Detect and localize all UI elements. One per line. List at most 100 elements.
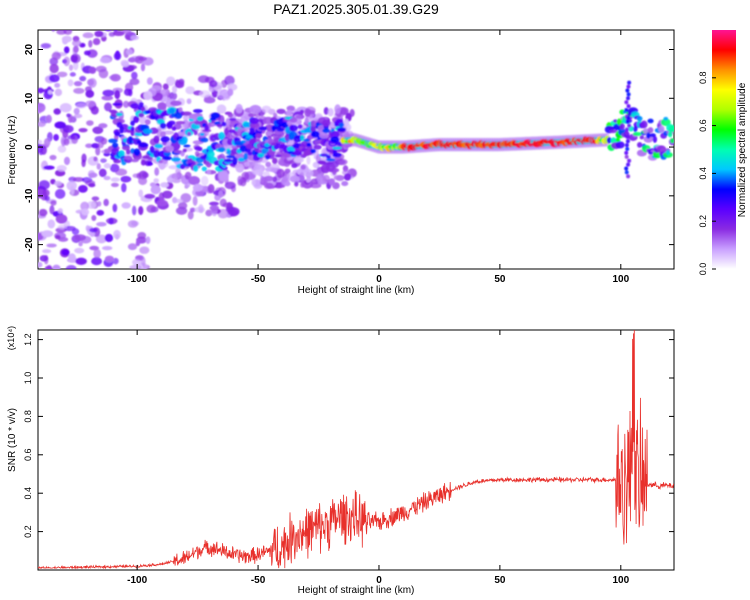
spectral-blob [57, 224, 68, 230]
spectral-blob [73, 87, 85, 94]
spectral-blob [88, 40, 93, 48]
x-tick-label: 100 [612, 575, 629, 586]
spectral-blob [170, 100, 182, 106]
x-tick-label: 50 [494, 575, 506, 586]
spectral-blob [132, 258, 142, 266]
spectral-blob [227, 88, 234, 97]
spectral-blob [104, 255, 115, 263]
spectral-blob [224, 181, 236, 190]
y-tick-label: 0.4 [23, 487, 33, 500]
ridge-blob [300, 134, 305, 142]
spectral-blob [141, 256, 146, 267]
spectral-blob [192, 195, 198, 206]
spectral-blob [38, 208, 48, 217]
spectrogram-image [38, 30, 674, 269]
spectral-blob [216, 89, 229, 100]
spike-blob [625, 147, 630, 152]
spectral-blob [70, 53, 81, 64]
spectral-blob [54, 121, 66, 129]
spectral-blob [173, 198, 184, 203]
spectral-blob [140, 63, 146, 72]
ridge-blob [142, 128, 153, 134]
spike-blob [627, 123, 632, 128]
colorbar: 0.0 0.2 0.4 0.6 0.8 Normalized spectral ampl… [698, 30, 748, 275]
spectral-blob [51, 51, 62, 61]
spike-blob [626, 162, 631, 167]
spectral-blob [224, 75, 235, 86]
spectral-blob [54, 82, 61, 88]
spectral-blob [62, 125, 74, 133]
spectral-blob [100, 158, 107, 163]
spectral-blob [286, 109, 293, 116]
spike-blob [627, 80, 632, 85]
spectral-blob [144, 193, 156, 199]
figure-title: PAZ1.2025.305.01.39.G29 [273, 1, 439, 17]
spectral-blob [235, 103, 243, 114]
spectral-blob [114, 89, 121, 100]
spectral-blob [39, 255, 49, 262]
ridge-blob [182, 111, 192, 116]
spectral-blob [300, 164, 306, 170]
spectral-blob [104, 233, 114, 243]
spike-blob [626, 84, 631, 89]
ridge-blob [271, 142, 277, 146]
spectral-blob [340, 107, 348, 116]
ridge-blob [300, 140, 309, 148]
spike-blob [625, 119, 630, 124]
spectral-blob [67, 135, 76, 140]
ridge-blob [274, 154, 282, 158]
spectral-blob [92, 126, 104, 134]
ridge-blob [336, 127, 347, 132]
ridge-blob [124, 156, 133, 160]
spectral-blob [138, 176, 148, 186]
spectral-blob [129, 78, 140, 86]
spectral-blob [247, 112, 256, 118]
ridge-blob [130, 158, 139, 163]
ridge-blob [193, 165, 199, 172]
spectral-blob [112, 257, 119, 265]
ridge-blob [297, 124, 303, 129]
spike-blob [624, 100, 629, 105]
ridge-blob [180, 150, 185, 157]
spectral-blob [79, 75, 87, 82]
ridge-blob [199, 132, 205, 136]
spectral-blob [138, 206, 144, 216]
spectral-blob [130, 35, 139, 41]
spectral-blob [197, 75, 210, 83]
ridge-blob [619, 109, 626, 115]
spectral-blob [49, 74, 60, 83]
ridge-blob [171, 157, 181, 162]
spectral-blob [49, 205, 55, 215]
ridge-blob [196, 163, 204, 167]
spectral-blob [225, 118, 231, 128]
ridge-blob [216, 123, 223, 128]
spectral-blob [103, 148, 112, 154]
spectral-blob [88, 172, 98, 178]
snr-x-label: Height of straight line (km) [298, 585, 415, 596]
y-tick-label: -20 [24, 237, 35, 252]
spike-blob [626, 115, 631, 120]
y-tick-label: 1.2 [23, 333, 33, 346]
spectral-blob [127, 220, 138, 228]
spectral-blob [131, 71, 138, 80]
x-tick-label: -50 [251, 575, 266, 586]
ridge-blob [113, 159, 122, 164]
ridge-blob [321, 119, 331, 127]
spectral-blob [110, 73, 121, 82]
spectral-blob [93, 248, 101, 259]
spectral-blob [61, 249, 70, 256]
spectral-blob [47, 219, 56, 229]
ridge-blob [325, 158, 336, 162]
spectral-blob [127, 243, 138, 251]
spectral-blob [194, 150, 200, 157]
ridge-blob [647, 127, 654, 134]
spectral-blob [317, 160, 327, 165]
spectral-blob [343, 118, 350, 127]
spectral-blob [205, 209, 213, 217]
spike-blob [627, 111, 632, 116]
spectral-blob [150, 185, 161, 195]
spectral-blob [110, 182, 119, 188]
colorbar-tick-label: 0.6 [698, 119, 708, 132]
colorbar-ticks: 0.0 0.2 0.4 0.6 0.8 [698, 72, 716, 275]
ridge-blob [228, 117, 237, 121]
